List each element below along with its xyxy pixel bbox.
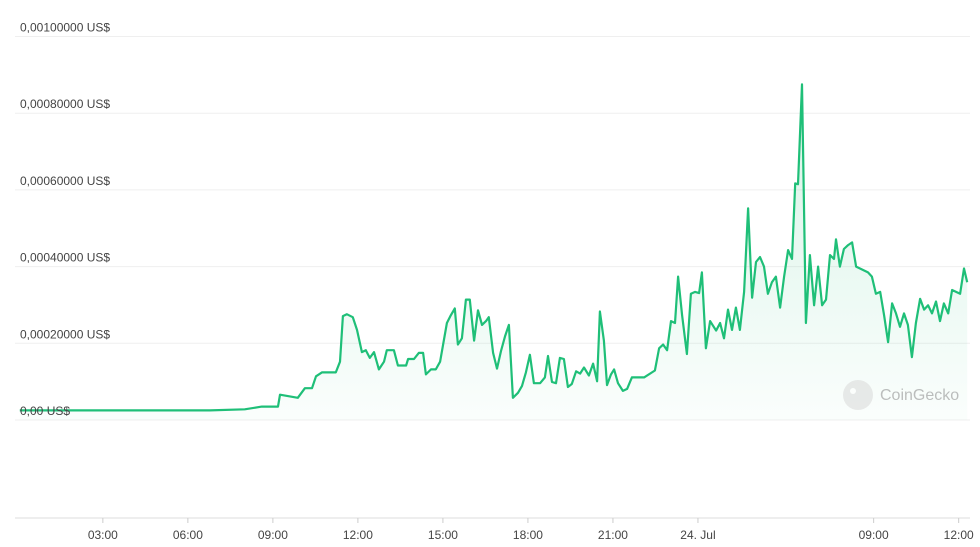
x-tick-label: 06:00 xyxy=(173,528,203,542)
x-tick-label: 15:00 xyxy=(428,528,458,542)
x-tick-label: 18:00 xyxy=(513,528,543,542)
plot xyxy=(19,83,969,421)
x-tick-label: 09:00 xyxy=(258,528,288,542)
watermark-text: CoinGecko xyxy=(880,387,959,404)
x-tick-label: 24. Jul xyxy=(680,528,715,542)
price-line xyxy=(19,83,969,412)
x-tick-label: 12:00 xyxy=(343,528,373,542)
x-tick-label: 21:00 xyxy=(598,528,628,542)
area xyxy=(19,84,968,421)
x-tick-label: 12:00 xyxy=(944,528,974,542)
y-tick-label: 0,00 US$ xyxy=(20,404,70,418)
y-tick-label: 0,00020000 US$ xyxy=(20,327,110,341)
y-tick-label: 0,00080000 US$ xyxy=(20,97,110,111)
axes: 0,00 US$ 0,00020000 US$ 0,00040000 US$ 0,00… xyxy=(20,21,974,542)
y-tick-label: 0,00040000 US$ xyxy=(20,251,110,265)
x-tick-label: 09:00 xyxy=(859,528,889,542)
y-tick-label: 0,00060000 US$ xyxy=(20,174,110,188)
watermark: CoinGecko xyxy=(843,380,959,410)
watermark-logo-eye xyxy=(850,388,856,394)
x-tick-label: 03:00 xyxy=(88,528,118,542)
watermark-logo xyxy=(843,380,873,410)
y-tick-label: 0,00100000 US$ xyxy=(20,21,110,35)
